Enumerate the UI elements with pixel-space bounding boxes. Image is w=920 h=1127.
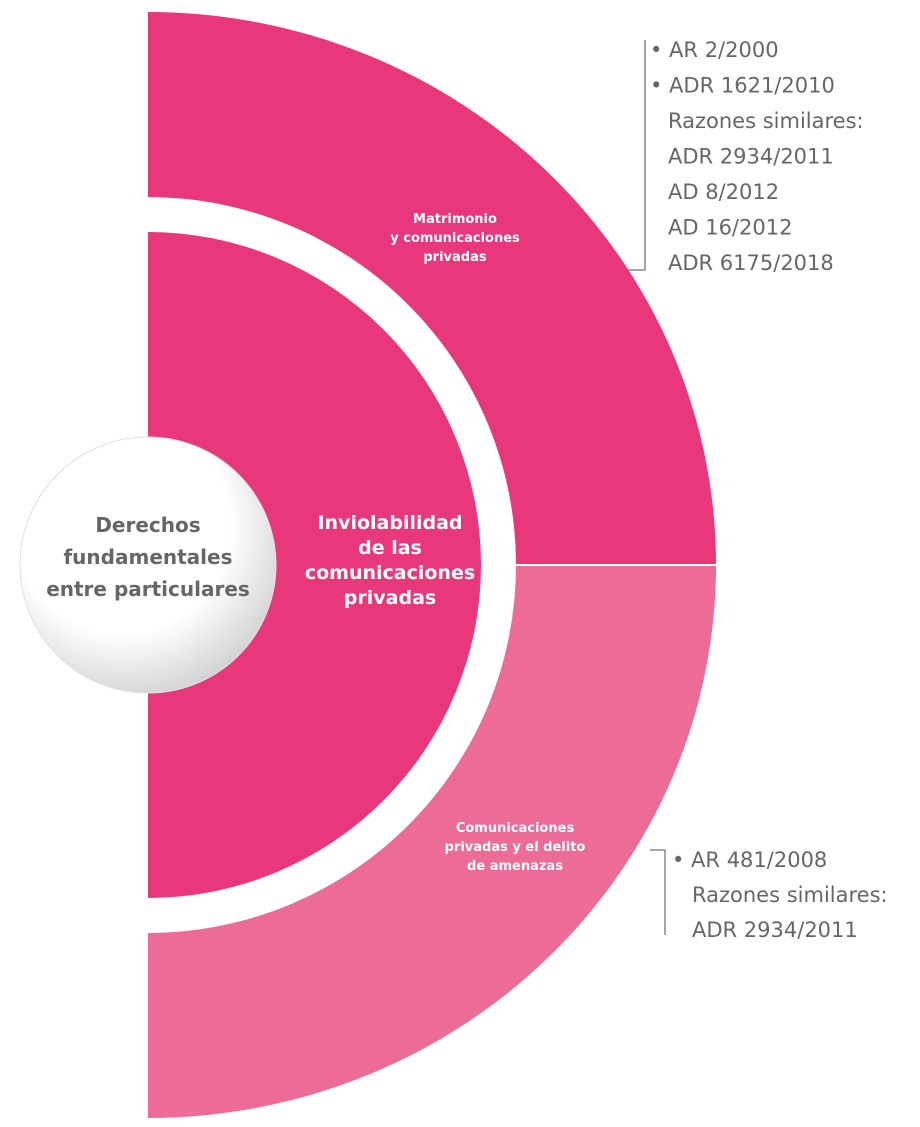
label: • AR 2/2000 bbox=[650, 38, 779, 62]
label: privadas bbox=[344, 587, 436, 609]
label: AD 8/2012 bbox=[668, 180, 779, 204]
label: Matrimonio bbox=[413, 212, 497, 227]
label: de amenazas bbox=[467, 859, 563, 874]
label: Razones similares: bbox=[668, 109, 864, 133]
inner-segment bbox=[148, 232, 481, 898]
label: • AR 481/2008 bbox=[672, 848, 827, 872]
label: Comunicaciones bbox=[456, 821, 575, 836]
label: fundamentales bbox=[63, 545, 232, 569]
label: Derechos bbox=[95, 513, 200, 537]
label: ADR 2934/2011 bbox=[692, 918, 858, 942]
label: ADR 6175/2018 bbox=[668, 251, 834, 275]
label: Razones similares: bbox=[692, 883, 888, 907]
label: AD 16/2012 bbox=[668, 216, 792, 240]
label: privadas bbox=[423, 250, 486, 265]
label: de las bbox=[358, 537, 422, 559]
label: ADR 2934/2011 bbox=[668, 145, 834, 169]
label: privadas y el delito bbox=[445, 840, 586, 855]
bracket-bottom bbox=[650, 849, 666, 935]
label: Inviolabilidad bbox=[317, 512, 462, 534]
label: comunicaciones bbox=[305, 562, 475, 584]
label: entre particulares bbox=[46, 577, 250, 601]
bracket-top bbox=[628, 40, 646, 271]
center-circle bbox=[19, 436, 277, 694]
label: y comunicaciones bbox=[390, 231, 520, 246]
label: • ADR 1621/2010 bbox=[650, 74, 835, 98]
